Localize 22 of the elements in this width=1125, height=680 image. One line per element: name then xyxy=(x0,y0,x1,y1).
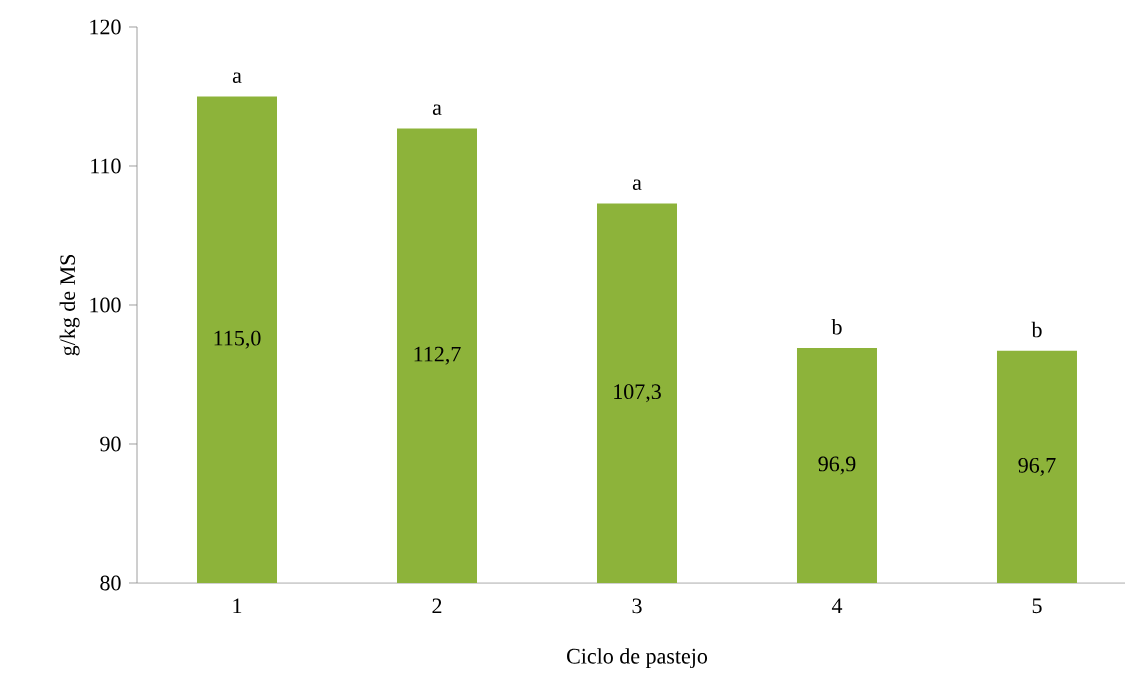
x-tick-label: 3 xyxy=(632,598,642,614)
annotation: a xyxy=(232,72,242,83)
data-label: 96,9 xyxy=(818,456,856,475)
x-tick-label: 1 xyxy=(233,598,242,614)
data-label: 107,3 xyxy=(614,384,661,403)
x-tick-label: 4 xyxy=(831,598,843,613)
data-label: 115,0 xyxy=(214,330,261,349)
y-tick-label: 120 xyxy=(90,19,121,35)
annotation: b xyxy=(831,319,842,335)
annotation: b xyxy=(1031,321,1042,338)
data-label: 112,7 xyxy=(414,346,461,365)
x-tick-label: 5 xyxy=(1032,598,1042,614)
x-tick-label: 2 xyxy=(432,598,442,614)
y-tick-label: 90 xyxy=(100,436,121,452)
y-tick-label: 100 xyxy=(90,297,121,313)
annotation: a xyxy=(432,104,442,115)
y-tick-label: 80 xyxy=(100,575,121,591)
data-label: 96,7 xyxy=(1018,457,1056,476)
y-tick-label: 110 xyxy=(91,158,121,174)
annotation: a xyxy=(632,179,642,190)
y-axis-title: g/kg de MS xyxy=(59,255,80,356)
x-axis-title: Ciclo de pastejo xyxy=(567,648,708,669)
